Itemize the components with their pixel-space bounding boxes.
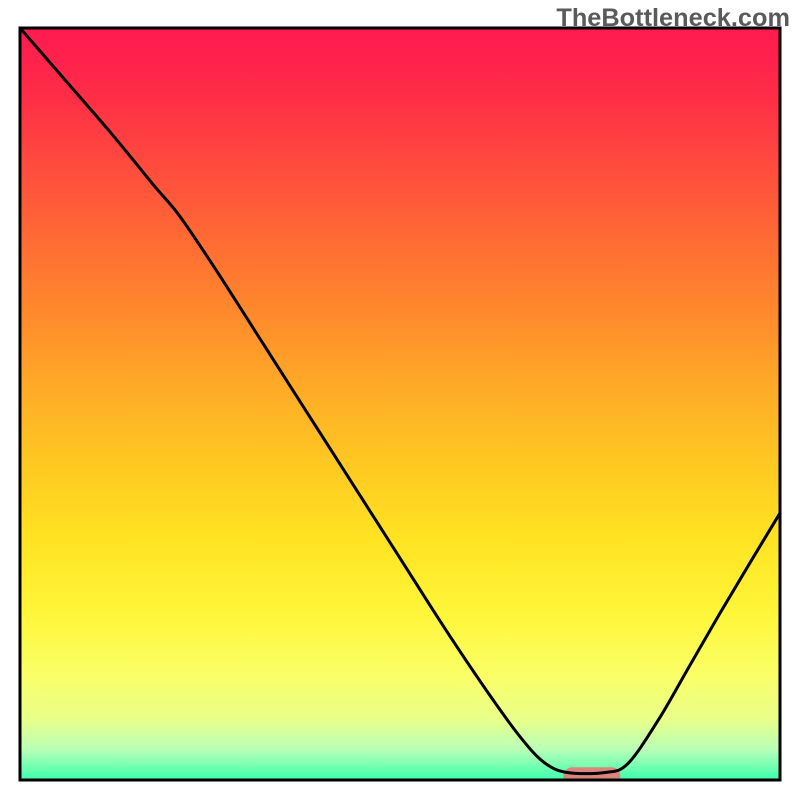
optimal-marker: [563, 767, 620, 785]
watermark-label: TheBottleneck.com: [556, 4, 790, 33]
gradient-background: [20, 28, 780, 780]
chart-svg: [0, 0, 800, 800]
bottleneck-chart: TheBottleneck.com: [0, 0, 800, 800]
